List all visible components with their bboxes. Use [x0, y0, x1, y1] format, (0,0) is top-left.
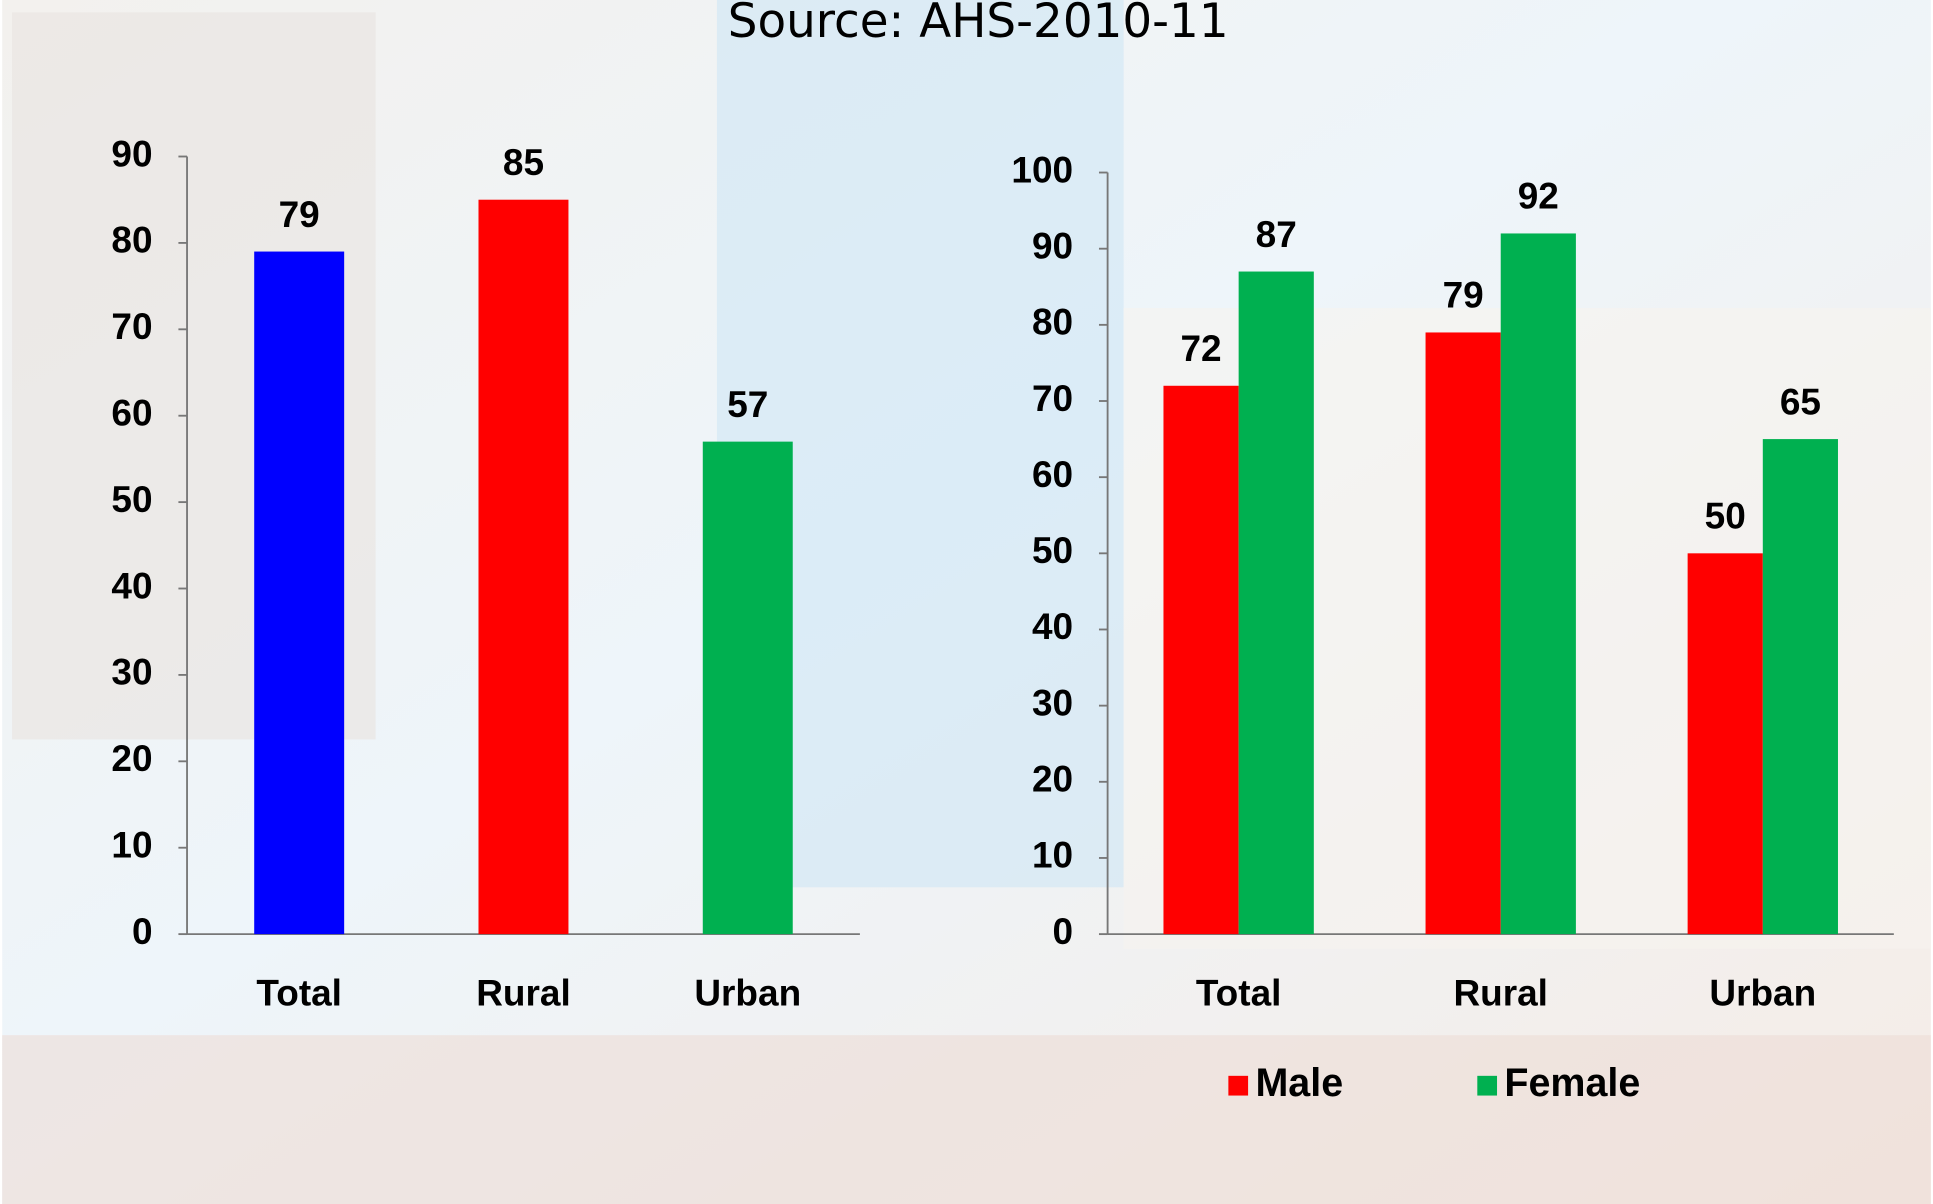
bar [1426, 332, 1501, 934]
y-tick-label: 40 [1032, 606, 1073, 647]
y-tick-label: 20 [111, 738, 152, 779]
y-tick-label: 50 [111, 479, 152, 520]
y-tick-label: 50 [1032, 530, 1073, 571]
page: Source: AHS-2010-11 0 10 20 30 40 50 60 70 80 90 T… [0, 0, 1933, 1204]
y-tick-label: 0 [1053, 911, 1074, 952]
y-tick-label: 20 [1032, 759, 1073, 800]
slide: Source: AHS-2010-11 0 10 20 30 40 50 60 70 80 90 T… [0, 0, 1933, 1204]
background-ground [2, 1035, 1931, 1204]
legend-label: Male [1255, 1061, 1343, 1105]
data-label: 57 [727, 384, 768, 425]
y-tick-label: 70 [1032, 378, 1073, 419]
bar [1763, 439, 1838, 934]
x-tick-label: Total [1196, 972, 1282, 1013]
x-tick-label: Urban [1709, 972, 1816, 1013]
y-tick-label: 0 [132, 911, 153, 952]
y-tick-label: 60 [111, 392, 152, 433]
data-label: 79 [279, 194, 320, 235]
bar [1163, 386, 1238, 934]
data-label: 79 [1443, 275, 1484, 316]
bar [1688, 553, 1763, 934]
data-label: 72 [1180, 328, 1221, 369]
y-tick-label: 90 [111, 133, 152, 174]
y-tick-label: 60 [1032, 454, 1073, 495]
y-tick-label: 30 [1032, 682, 1073, 723]
bar [1501, 233, 1576, 934]
source-title: Source: AHS-2010-11 [728, 0, 1229, 49]
data-label: 87 [1256, 214, 1297, 255]
bar [254, 252, 344, 935]
x-tick-label: Rural [1453, 972, 1548, 1013]
y-tick-label: 30 [111, 652, 152, 693]
y-tick-label: 40 [111, 565, 152, 606]
y-tick-label: 10 [111, 824, 152, 865]
data-label: 92 [1518, 176, 1559, 217]
y-tick-label: 100 [1011, 149, 1073, 190]
data-label: 50 [1705, 496, 1746, 537]
bar [703, 442, 793, 934]
bar [478, 200, 568, 934]
y-tick-label: 80 [1032, 302, 1073, 343]
x-tick-label: Total [256, 972, 342, 1013]
y-tick-label: 80 [111, 220, 152, 261]
x-tick-label: Urban [694, 972, 801, 1013]
legend-swatch [1228, 1076, 1248, 1096]
data-label: 65 [1780, 381, 1821, 422]
x-tick-label: Rural [476, 972, 570, 1013]
data-label: 85 [503, 142, 544, 183]
y-tick-label: 90 [1032, 225, 1073, 266]
legend-label: Female [1504, 1061, 1640, 1105]
legend-swatch [1477, 1076, 1497, 1096]
bar [1239, 272, 1314, 935]
y-tick-label: 10 [1032, 835, 1073, 876]
y-tick-label: 70 [111, 306, 152, 347]
